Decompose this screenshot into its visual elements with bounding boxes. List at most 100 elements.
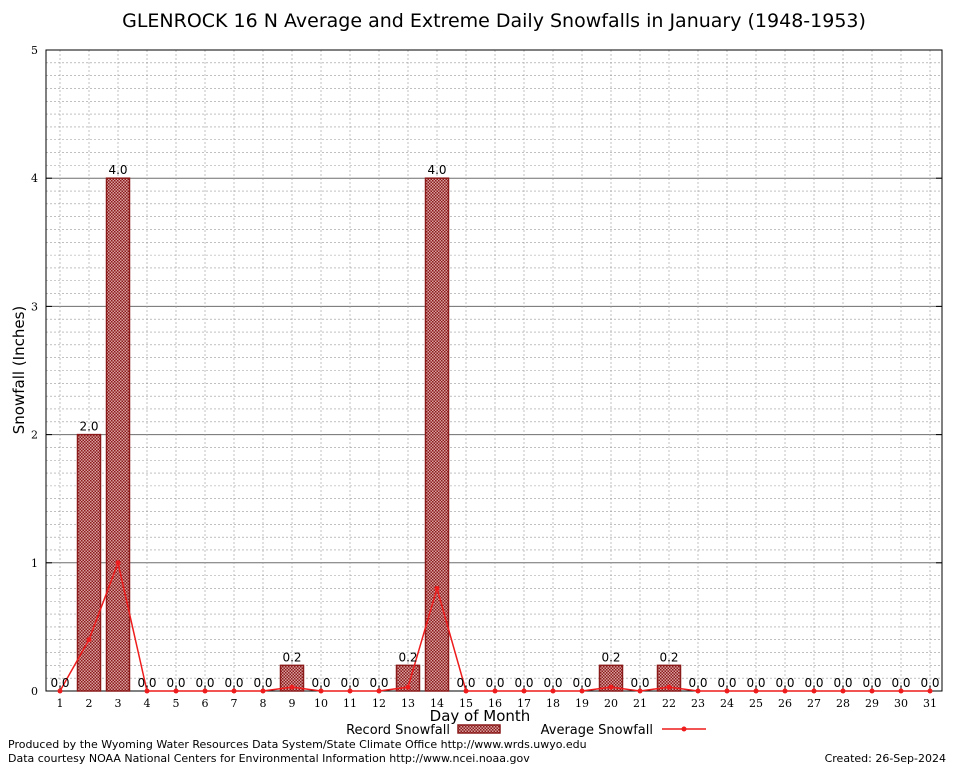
x-tick-label: 19 [575, 697, 589, 710]
average-point [666, 684, 672, 690]
x-tick-label: 11 [343, 697, 357, 710]
x-axis-label: Day of Month [430, 707, 531, 725]
x-tick-label: 4 [144, 697, 151, 710]
record-value-label: 0.0 [485, 676, 504, 690]
average-point [927, 688, 933, 694]
legend-average-label: Average Snowfall [541, 723, 653, 738]
average-point [347, 688, 353, 694]
average-point [405, 684, 411, 690]
average-point [637, 688, 643, 694]
x-tick-label: 10 [314, 697, 328, 710]
chart-title: GLENROCK 16 N Average and Extreme Daily … [122, 10, 866, 32]
y-tick-label: 5 [31, 44, 38, 57]
record-value-label: 0.0 [833, 676, 852, 690]
record-bar [76, 433, 102, 692]
average-point [695, 688, 701, 694]
grid [46, 50, 942, 691]
average-point [550, 688, 556, 694]
record-bar [105, 177, 131, 692]
x-tick-label: 2 [86, 697, 93, 710]
record-value-label: 0.0 [688, 676, 707, 690]
record-value-label: 0.0 [630, 676, 649, 690]
x-tick-label: 9 [289, 697, 296, 710]
average-point [86, 637, 92, 643]
record-value-label: 0.0 [514, 676, 533, 690]
record-value-label: 4.0 [427, 163, 446, 177]
record-value-label: 0.0 [746, 676, 765, 690]
x-tick-label: 15 [459, 697, 473, 710]
y-axis-label: Snowfall (Inches) [10, 306, 28, 434]
average-point [811, 688, 817, 694]
x-tick-label: 27 [807, 697, 821, 710]
record-value-label: 0.2 [601, 650, 620, 664]
footer-data-source: Data courtesy NOAA National Centers for … [8, 752, 530, 765]
x-tick-label: 29 [865, 697, 879, 710]
x-tick-label: 23 [691, 697, 705, 710]
footer-created-date: Created: 26-Sep-2024 [825, 752, 946, 765]
record-value-label: 0.2 [398, 650, 417, 664]
average-point [376, 688, 382, 694]
average-point [57, 688, 63, 694]
record-bars [76, 177, 682, 692]
average-point [260, 688, 266, 694]
average-point [579, 688, 585, 694]
average-point [753, 688, 759, 694]
average-point [840, 688, 846, 694]
average-point [115, 560, 121, 566]
average-point [318, 688, 324, 694]
average-point [463, 688, 469, 694]
record-value-label: 0.0 [311, 676, 330, 690]
record-value-label: 0.0 [543, 676, 562, 690]
legend-average-marker [681, 726, 687, 732]
record-value-label: 2.0 [79, 420, 98, 434]
average-point [434, 585, 440, 591]
x-tick-label: 25 [749, 697, 763, 710]
record-value-label: 0.2 [282, 650, 301, 664]
footer-producer: Produced by the Wyoming Water Resources … [8, 738, 587, 751]
record-value-label: 0.0 [166, 676, 185, 690]
x-tick-label: 20 [604, 697, 618, 710]
legend-record-label: Record Snowfall [346, 723, 450, 738]
x-tick-label: 5 [173, 697, 180, 710]
x-tick-label: 26 [778, 697, 792, 710]
x-tick-label: 30 [894, 697, 908, 710]
x-tick-label: 1 [57, 697, 64, 710]
x-tick-label: 14 [430, 697, 444, 710]
y-tick-label: 1 [31, 557, 38, 570]
x-tick-label: 17 [517, 697, 531, 710]
x-tick-label: 21 [633, 697, 647, 710]
record-value-label: 0.0 [195, 676, 214, 690]
x-axis-ticks: 1 2 3 4 5 6 7 8 9 10 11 12 13 14 15 16 17 18 19 20 21 22 23 24 2… [57, 686, 937, 710]
x-tick-label: 7 [231, 697, 238, 710]
record-value-label: 0.0 [50, 676, 69, 690]
x-tick-label: 24 [720, 697, 734, 710]
data-labels: 0.0 2.0 4.0 0.0 0.0 0.0 0.0 0.0 0.2 0.0 0.0 0.0 0.2 4… [50, 163, 939, 690]
y-axis-ticks: 0 1 2 3 4 5 [31, 44, 942, 698]
average-point [898, 688, 904, 694]
record-value-label: 0.0 [717, 676, 736, 690]
record-value-label: 0.0 [137, 676, 156, 690]
record-value-label: 0.2 [659, 650, 678, 664]
record-value-label: 0.0 [920, 676, 939, 690]
average-point [231, 688, 237, 694]
average-line [57, 560, 933, 694]
average-point [202, 688, 208, 694]
record-value-label: 0.0 [369, 676, 388, 690]
x-tick-label: 22 [662, 697, 676, 710]
record-value-label: 0.0 [224, 676, 243, 690]
record-value-label: 4.0 [108, 163, 127, 177]
x-tick-label: 18 [546, 697, 560, 710]
x-tick-label: 16 [488, 697, 502, 710]
average-point [869, 688, 875, 694]
y-tick-label: 3 [31, 300, 38, 313]
record-bar [424, 177, 450, 692]
average-point [492, 688, 498, 694]
x-tick-label: 31 [923, 697, 937, 710]
x-tick-label: 13 [401, 697, 415, 710]
record-value-label: 0.0 [253, 676, 272, 690]
x-tick-label: 28 [836, 697, 850, 710]
average-point [608, 684, 614, 690]
record-value-label: 0.0 [891, 676, 910, 690]
average-point [144, 688, 150, 694]
record-value-label: 0.0 [572, 676, 591, 690]
